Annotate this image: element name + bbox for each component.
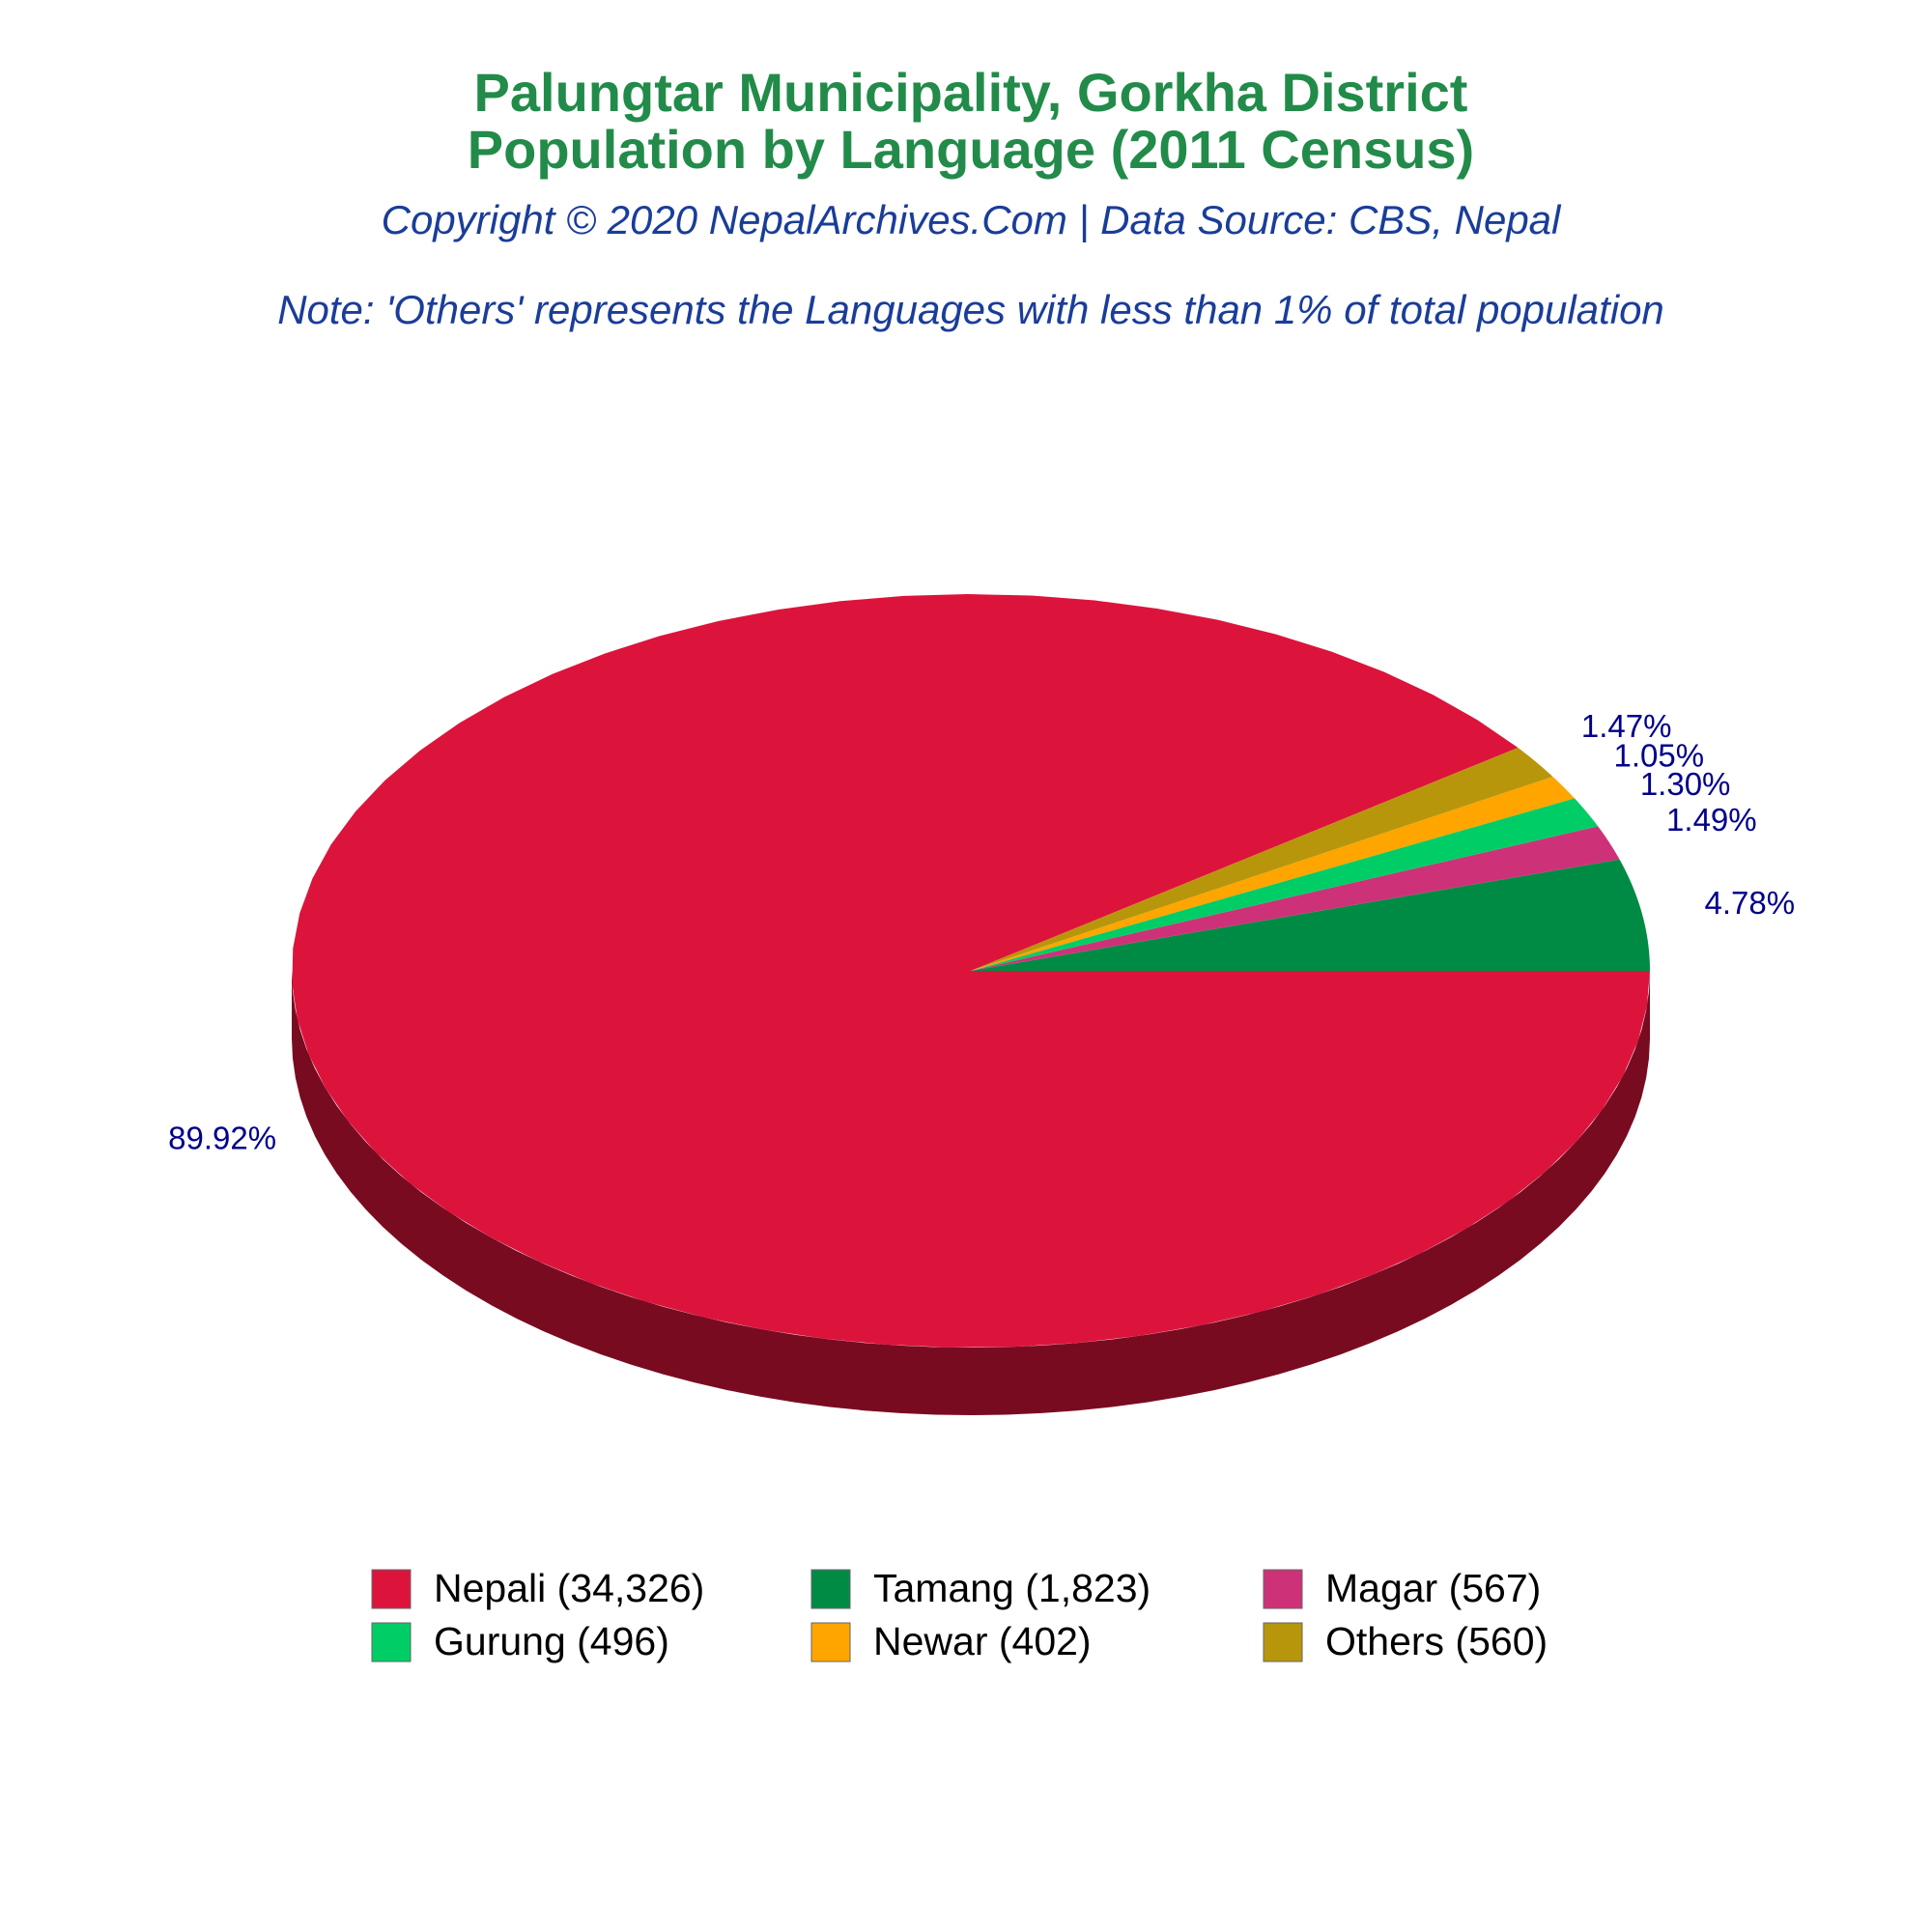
- pie-slice: [971, 776, 1575, 971]
- chart-title: Population by Language (2011 Census): [468, 119, 1474, 180]
- legend-swatch: [1263, 1622, 1303, 1662]
- legend-label: Tamang (1,823): [873, 1566, 1151, 1610]
- legend-label: Magar (567): [1325, 1566, 1541, 1610]
- chart-subtitle: Copyright © 2020 NepalArchives.Com | Dat…: [382, 197, 1562, 243]
- chart-note: Note: 'Others' represents the Languages …: [277, 287, 1664, 332]
- value-label: 1.30%: [1640, 766, 1731, 802]
- pie-slice: [971, 826, 1620, 971]
- pie-slice: [292, 594, 1651, 1348]
- pie-slice: [971, 859, 1650, 971]
- value-labels: 89.92% 4.78% 1.49%1.30%1.05%1.47%: [168, 708, 1795, 1156]
- value-label: 1.49%: [1666, 802, 1757, 838]
- chart-title: Palungtar Municipality, Gorkha District: [474, 62, 1468, 123]
- value-label: 4.78%: [1705, 885, 1796, 921]
- value-label: 1.47%: [1581, 708, 1672, 744]
- legend-swatch: [810, 1569, 851, 1609]
- legend-label: Nepali (34,326): [434, 1566, 704, 1610]
- legend-label: Others (560): [1325, 1619, 1548, 1663]
- pie-tops: [292, 594, 1651, 1348]
- legend-label: Gurung (496): [434, 1619, 669, 1663]
- value-label: 89.92%: [168, 1121, 276, 1156]
- legend: Nepali (34,326) Tamang (1,823) Magar (567)…: [371, 1566, 1548, 1663]
- legend-swatch: [371, 1569, 412, 1609]
- legend-swatch: [810, 1622, 851, 1662]
- legend-label: Newar (402): [873, 1619, 1092, 1663]
- legend-swatch: [371, 1622, 412, 1662]
- legend-swatch: [1263, 1569, 1303, 1609]
- pie-sides: [292, 971, 1650, 1415]
- value-label: 1.05%: [1613, 737, 1704, 773]
- pie-side: [292, 971, 1650, 1415]
- pie-slice: [971, 748, 1553, 971]
- pie-slice: [971, 798, 1599, 971]
